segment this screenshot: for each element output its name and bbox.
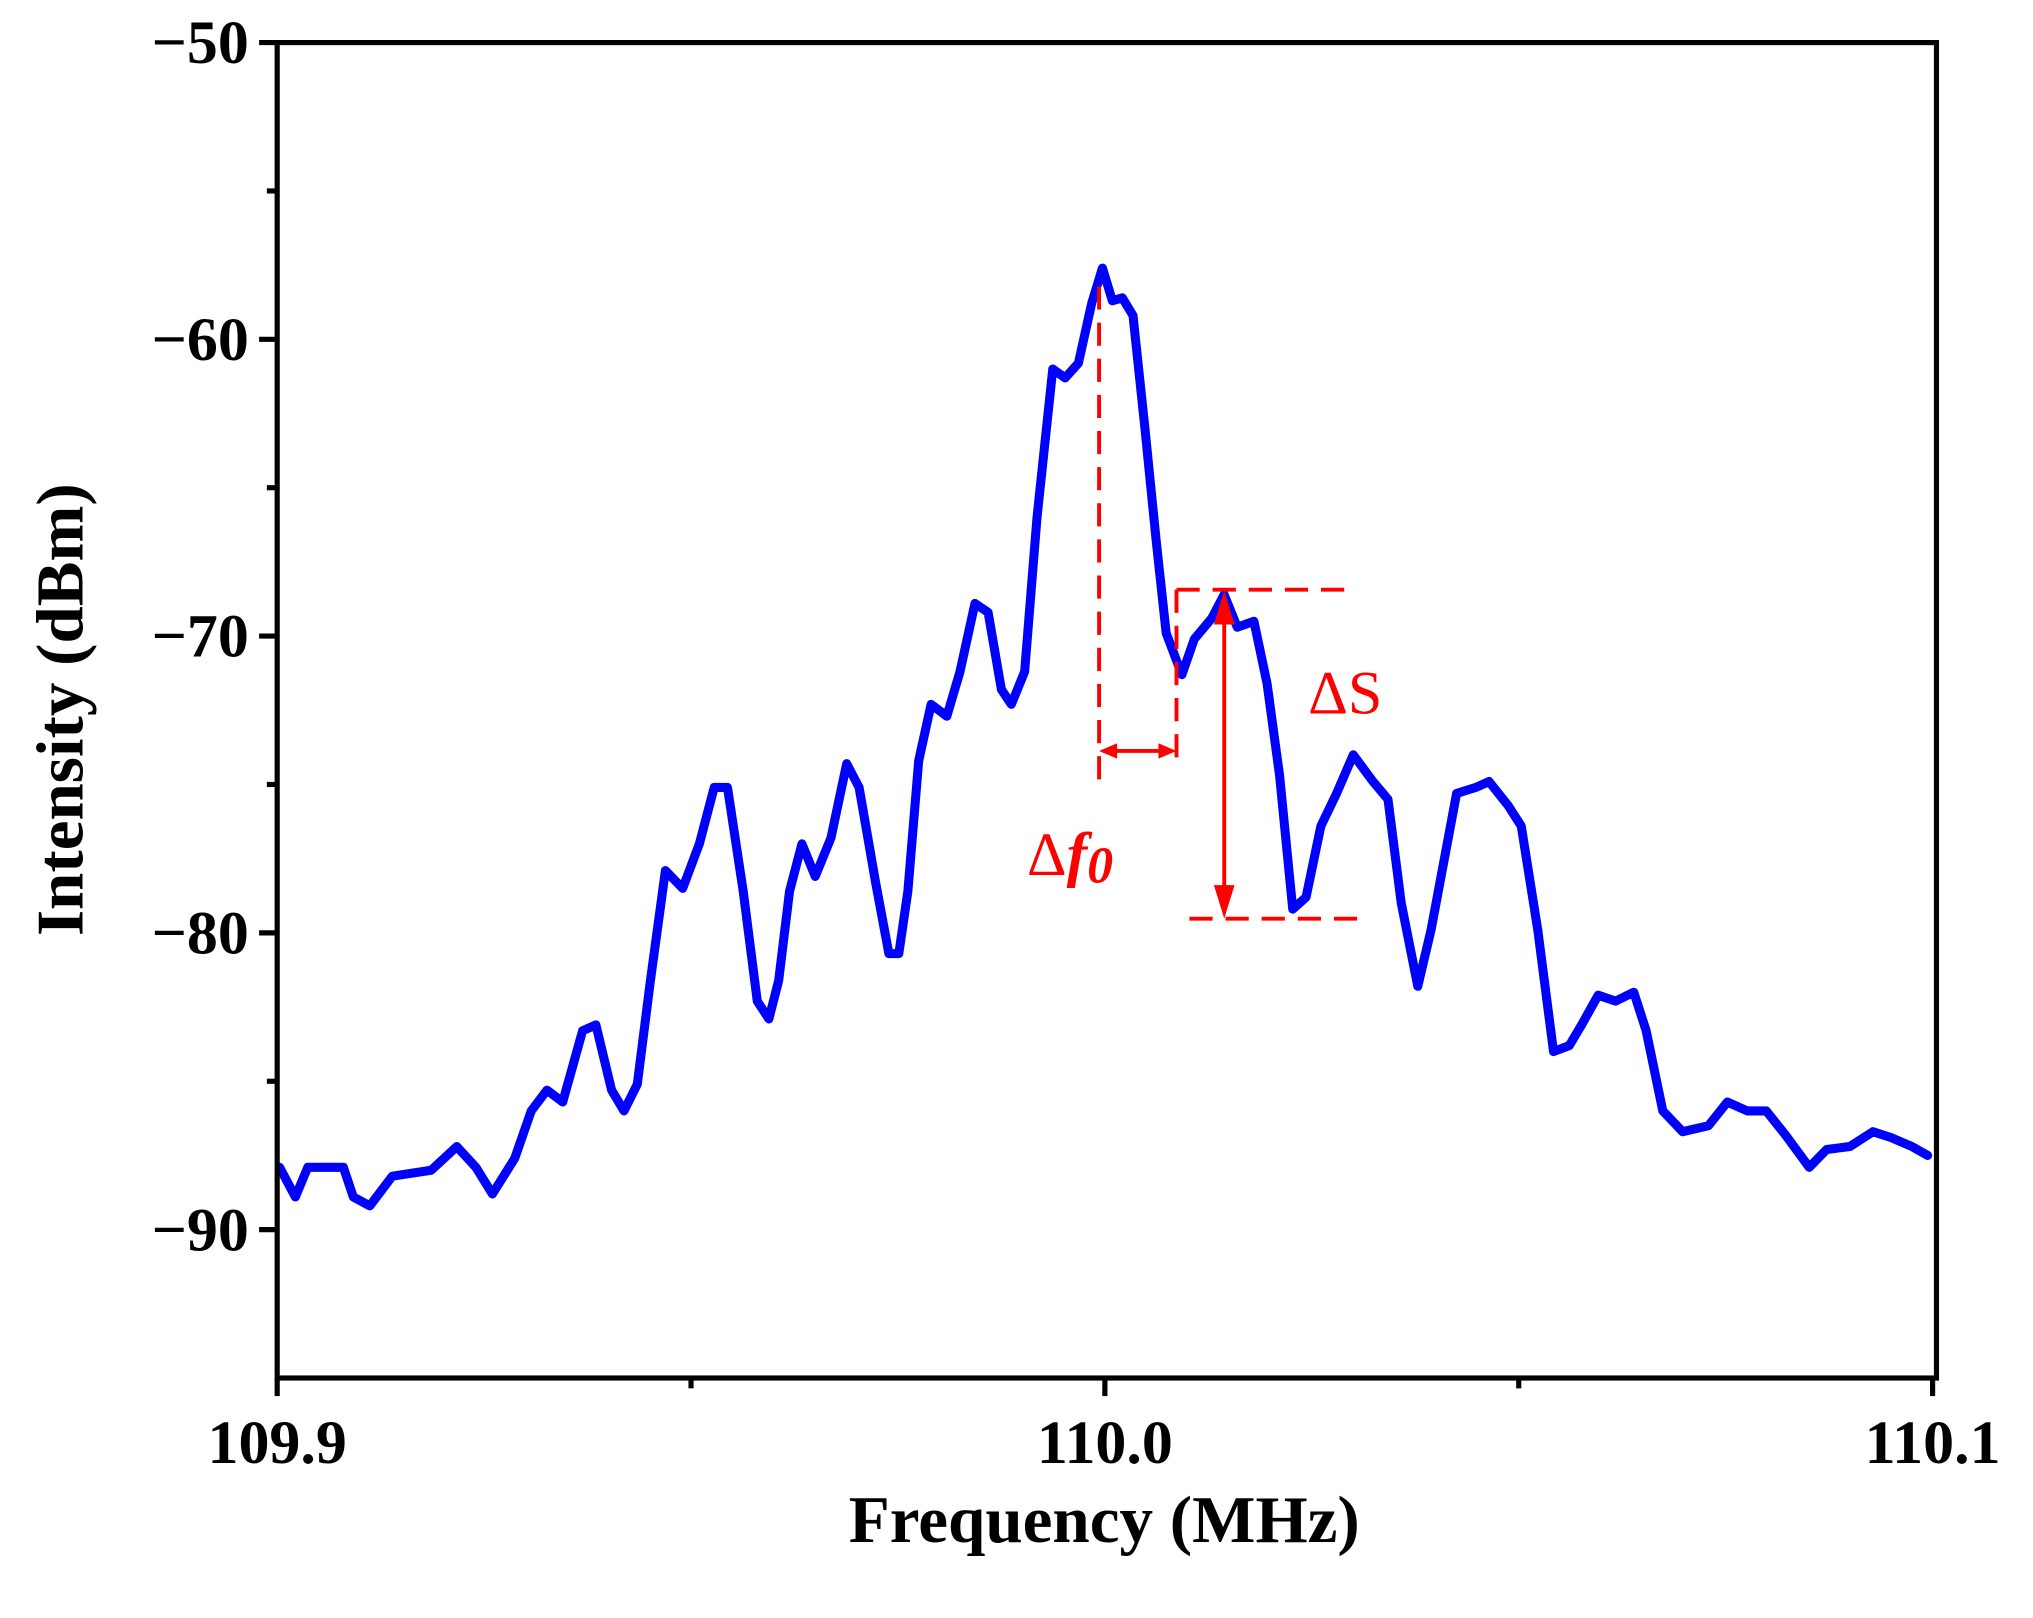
annotation-label: Δf0 [1027, 821, 1113, 895]
x-tick-label: 109.9 [208, 1409, 347, 1477]
annotations: ΔS Δf0 [1027, 286, 1382, 921]
axis-frame [274, 39, 1940, 1381]
arrow-head [1213, 590, 1235, 919]
x-tick-label: 110.0 [1037, 1409, 1173, 1477]
y-tick-label: −90 [152, 1196, 249, 1264]
arrow-head [1099, 743, 1177, 759]
x-tick-label: 110.1 [1865, 1409, 2001, 1477]
y-tick-label: −70 [152, 603, 249, 671]
y-tick-label: −80 [152, 900, 249, 968]
y-axis-title: Intensity (dBm) [22, 483, 97, 936]
x-axis-title: Frequency (MHz) [849, 1482, 1360, 1557]
annotation-label: Δ [1027, 821, 1067, 889]
plot-area: −90 −80 −70 −60 −50 109.9 110.0 110.1 [152, 9, 2001, 1477]
annotation-label: 0 [1087, 838, 1113, 895]
y-tick-label: −50 [152, 9, 249, 77]
data-line [275, 263, 1933, 1211]
y-tick-label: −60 [152, 306, 249, 374]
annotation-label: ΔS [1308, 660, 1382, 728]
